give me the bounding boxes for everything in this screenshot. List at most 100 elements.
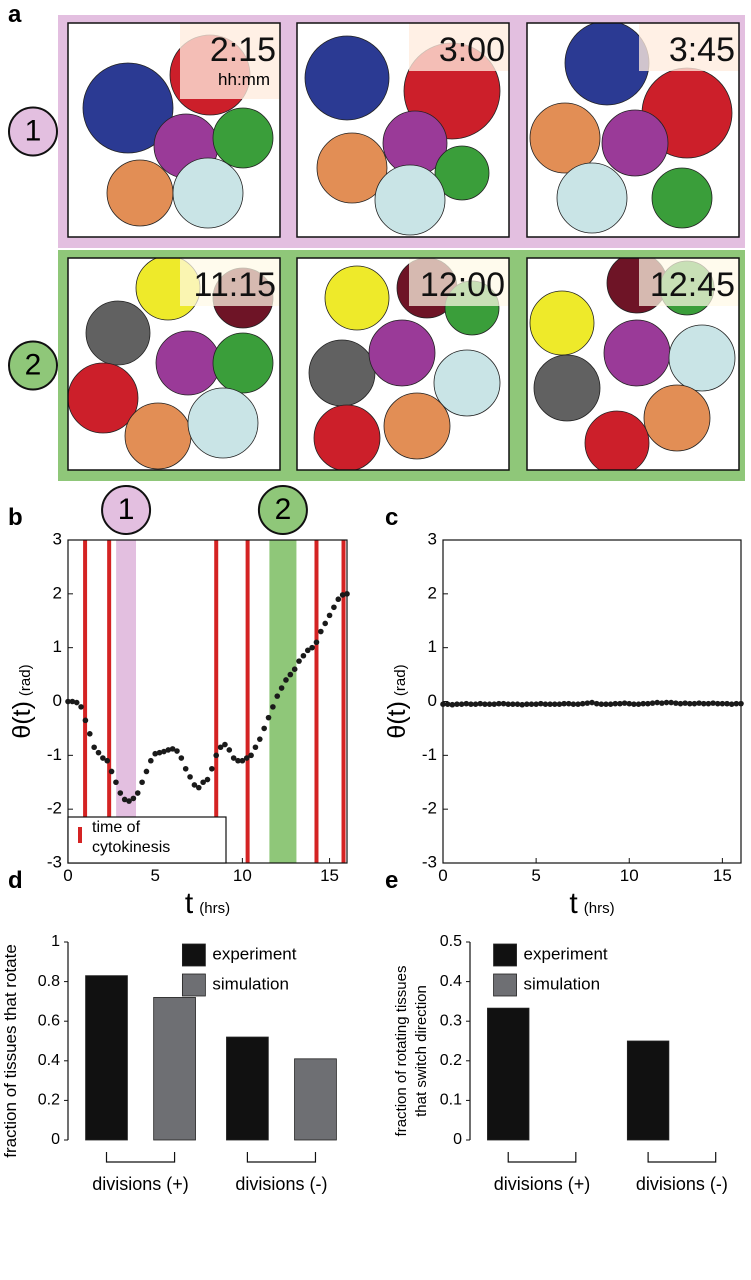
panel-label: e xyxy=(385,867,398,894)
cell xyxy=(316,132,388,204)
data-point xyxy=(331,604,337,611)
data-point xyxy=(265,714,272,721)
legend-swatch xyxy=(181,973,206,997)
cell xyxy=(529,290,595,356)
legend-text-box: time of cytokinesis xyxy=(92,819,170,856)
x-tick-label: 0 xyxy=(63,866,72,885)
data-point xyxy=(500,700,507,707)
data-point xyxy=(626,700,633,707)
data-point xyxy=(617,700,623,707)
highlight-band xyxy=(116,540,137,863)
y-tick-label: -1 xyxy=(422,745,437,764)
time-overlay xyxy=(180,258,280,306)
y-axis-label-main: θ(t) xyxy=(383,701,411,739)
x-tick-label: divisions (+) xyxy=(92,1174,189,1194)
data-point xyxy=(645,700,651,707)
cell xyxy=(433,349,501,417)
data-point xyxy=(65,698,71,705)
data-point xyxy=(728,701,735,707)
data-point xyxy=(547,701,553,707)
data-point xyxy=(677,700,684,707)
data-point xyxy=(542,701,549,707)
data-point xyxy=(686,700,693,707)
legend-swatch xyxy=(181,943,206,967)
x-tick-label: 15 xyxy=(320,866,339,885)
data-point xyxy=(631,701,637,707)
data-point xyxy=(200,779,206,786)
y-axis-label-unit: (rad) xyxy=(392,664,409,696)
cell xyxy=(106,159,174,227)
x-axis-label-main: t xyxy=(569,887,578,920)
y-tick-label: 0.3 xyxy=(440,1012,462,1029)
data-point xyxy=(178,755,185,761)
y-tick-label: 3 xyxy=(53,529,62,548)
x-tick-label: 5 xyxy=(150,866,159,885)
data-point xyxy=(551,701,558,707)
cell xyxy=(68,362,139,434)
cell xyxy=(533,354,601,422)
data-point xyxy=(472,701,479,707)
data-point xyxy=(187,774,193,780)
data-point xyxy=(239,757,246,764)
cell xyxy=(304,35,390,121)
data-point xyxy=(318,628,324,635)
data-point xyxy=(165,747,172,753)
data-point xyxy=(139,779,145,786)
data-point xyxy=(561,700,567,707)
row-badge xyxy=(8,106,58,157)
data-point xyxy=(668,699,674,706)
x-tick-label: 0 xyxy=(438,866,447,885)
data-point xyxy=(528,701,535,707)
data-point xyxy=(444,701,451,707)
y-tick-label: 1 xyxy=(51,933,60,950)
data-point xyxy=(300,652,307,659)
data-point xyxy=(261,725,267,732)
data-point xyxy=(705,700,712,707)
legend-swatch xyxy=(493,973,517,997)
data-point xyxy=(458,701,465,707)
bar xyxy=(153,997,196,1141)
frame xyxy=(529,258,739,470)
x-tick-label: 5 xyxy=(531,866,540,885)
data-point xyxy=(257,736,263,742)
highlight-band xyxy=(269,540,297,863)
cell xyxy=(601,109,669,177)
data-point xyxy=(589,699,595,706)
time-overlay xyxy=(639,23,739,71)
data-point xyxy=(505,701,511,707)
data-point xyxy=(598,701,605,707)
data-point xyxy=(283,677,289,683)
data-point xyxy=(700,700,707,707)
time-overlay xyxy=(180,23,280,99)
data-point xyxy=(204,776,211,783)
data-point xyxy=(440,701,446,707)
category-bracket xyxy=(246,1152,317,1163)
frame xyxy=(82,23,280,229)
data-point xyxy=(104,757,111,764)
y-tick-label: 0 xyxy=(428,691,437,710)
data-point xyxy=(69,698,76,705)
data-point xyxy=(649,700,656,706)
data-point xyxy=(213,752,220,759)
data-point xyxy=(335,596,342,603)
data-point xyxy=(733,700,740,707)
bar xyxy=(85,975,128,1141)
data-point xyxy=(270,704,276,710)
time-overlay xyxy=(409,258,509,306)
y-tick-label: 3 xyxy=(428,529,437,548)
data-point xyxy=(673,700,679,706)
time-label: 11:15 xyxy=(193,266,276,304)
data-point xyxy=(86,731,93,737)
panel-label: a xyxy=(8,1,22,28)
time-label: 12:00 xyxy=(420,266,505,304)
data-point xyxy=(235,757,241,764)
cell xyxy=(212,332,274,394)
row-label: 2 xyxy=(25,348,42,381)
y-tick-label: -3 xyxy=(422,852,437,871)
data-point xyxy=(514,701,521,707)
legend-label: experiment xyxy=(212,944,296,963)
data-point xyxy=(607,701,614,707)
highlight-label: 1 xyxy=(118,493,135,526)
data-point xyxy=(130,795,137,802)
y-tick-label: 2 xyxy=(53,583,62,602)
